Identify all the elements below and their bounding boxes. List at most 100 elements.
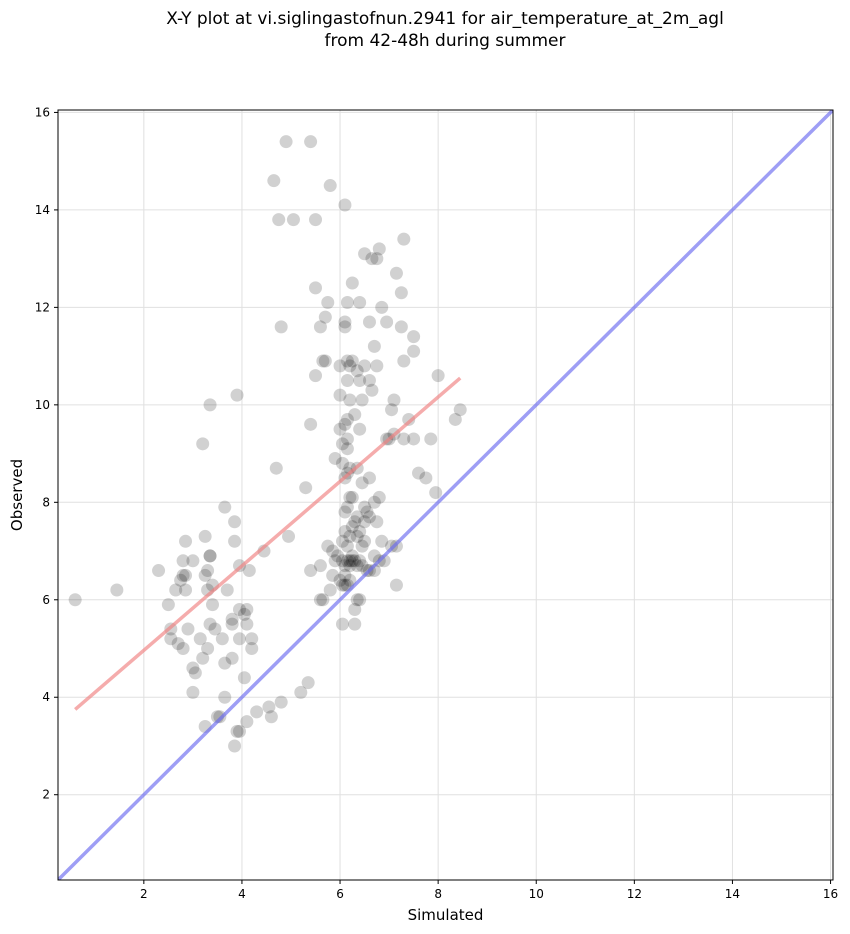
data-point (355, 393, 369, 407)
chart-title-line-1: X-Y plot at vi.siglingastofnun.2941 for … (166, 9, 724, 29)
data-point (350, 529, 364, 543)
data-point (218, 500, 232, 514)
data-point (343, 490, 357, 504)
data-point (193, 632, 207, 646)
data-point (338, 525, 352, 539)
data-point (188, 666, 202, 680)
data-point (232, 724, 246, 738)
data-point (309, 213, 323, 227)
data-point (380, 315, 394, 329)
data-point (340, 539, 354, 553)
data-point (218, 656, 232, 670)
data-point (208, 622, 222, 636)
x-tick-label: 10 (529, 887, 544, 901)
data-point (350, 559, 364, 573)
data-point (203, 549, 217, 563)
data-point (171, 637, 185, 651)
data-point (304, 135, 318, 149)
y-tick-label: 6 (42, 593, 50, 607)
data-point (333, 359, 347, 373)
data-point (389, 578, 403, 592)
data-point (343, 573, 357, 587)
data-point (203, 549, 217, 563)
x-tick-label: 12 (627, 887, 642, 901)
data-point (340, 442, 354, 456)
data-point (340, 500, 354, 514)
data-point (343, 529, 357, 543)
data-point (186, 554, 200, 568)
data-point (309, 369, 323, 383)
data-point (362, 315, 376, 329)
data-point (282, 529, 296, 543)
data-point (355, 559, 369, 573)
data-point (397, 432, 411, 446)
data-point (370, 515, 384, 529)
data-point (237, 607, 251, 621)
data-point (179, 583, 193, 597)
data-point (362, 471, 376, 485)
data-point (333, 388, 347, 402)
data-point (453, 403, 467, 417)
data-point (181, 622, 195, 636)
data-point (110, 583, 124, 597)
data-point (333, 422, 347, 436)
data-point (348, 603, 362, 617)
data-point (387, 393, 401, 407)
data-point (335, 534, 349, 548)
data-point (343, 393, 357, 407)
data-point (201, 642, 215, 656)
data-point (424, 432, 438, 446)
data-point (169, 583, 183, 597)
data-point (318, 354, 332, 368)
data-point (323, 583, 337, 597)
data-point (348, 617, 362, 631)
data-point (338, 417, 352, 431)
y-tick-label: 14 (35, 203, 50, 217)
data-point (218, 690, 232, 704)
y-tick-label: 2 (42, 788, 50, 802)
data-point (362, 510, 376, 524)
data-point (304, 417, 318, 431)
data-point (269, 461, 283, 475)
x-axis-label: Simulated (408, 906, 484, 924)
data-point (370, 252, 384, 266)
data-point (448, 412, 462, 426)
data-point (372, 490, 386, 504)
data-point (350, 510, 364, 524)
data-point (338, 559, 352, 573)
data-point (323, 179, 337, 193)
data-point (232, 603, 246, 617)
data-point (230, 388, 244, 402)
data-point (333, 573, 347, 587)
data-point (353, 296, 367, 309)
data-point (198, 568, 212, 582)
data-point (343, 554, 357, 568)
data-point (340, 373, 354, 387)
data-point (262, 700, 276, 714)
data-point (318, 310, 332, 324)
data-point (338, 320, 352, 334)
data-point (240, 715, 254, 729)
data-point (164, 632, 178, 646)
data-point (360, 505, 374, 519)
data-point (353, 525, 367, 539)
data-point (358, 500, 372, 514)
data-point (345, 354, 359, 368)
data-point (274, 695, 288, 709)
data-point (340, 432, 354, 446)
x-tick-label: 2 (140, 887, 148, 901)
data-point (367, 549, 381, 563)
data-point (321, 296, 335, 309)
data-point (186, 661, 200, 675)
data-point (272, 213, 286, 227)
data-point (385, 403, 399, 417)
y-tick-label: 4 (42, 690, 50, 704)
data-point (365, 383, 379, 397)
data-point (358, 515, 372, 529)
data-point (345, 520, 359, 534)
chart-title: X-Y plot at vi.siglingastofnun.2941 for … (0, 8, 850, 52)
plot-frame (57, 109, 834, 881)
data-point (301, 676, 315, 690)
data-point (375, 534, 389, 548)
